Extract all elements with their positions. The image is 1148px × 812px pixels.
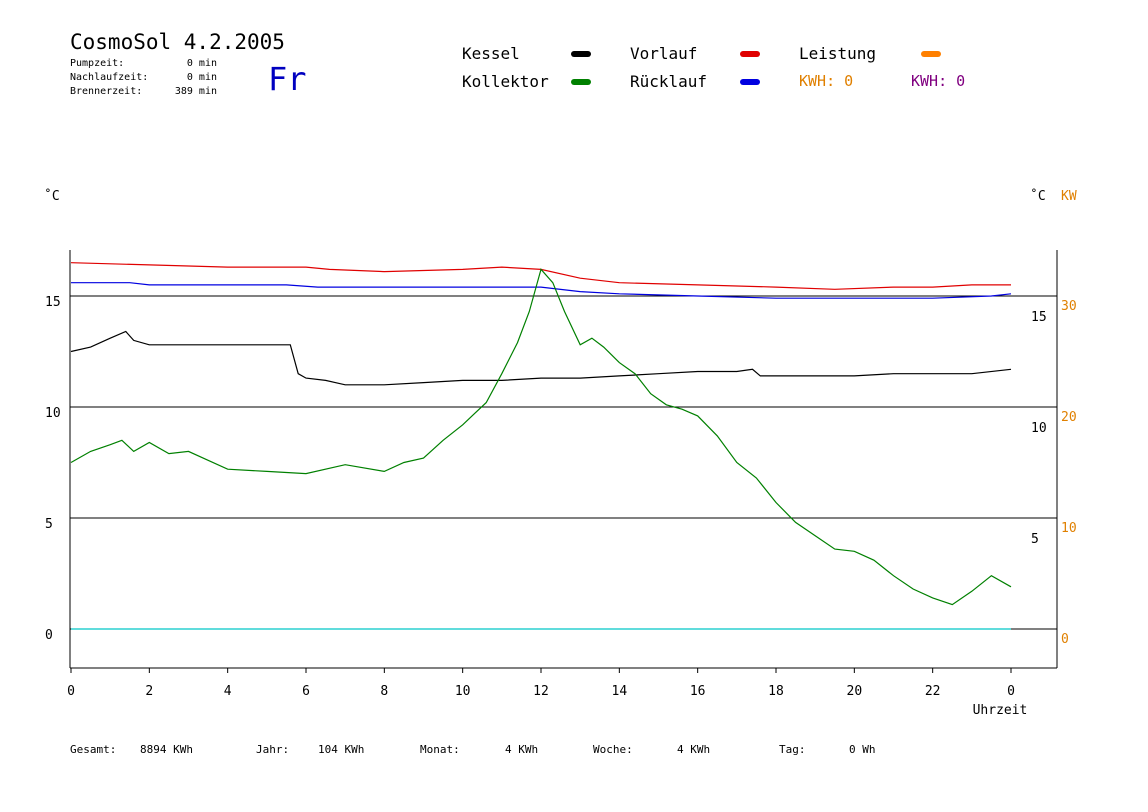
right-axis-unit-kw: KW <box>1061 189 1077 204</box>
pumpzeit-label: Pumpzeit: <box>70 58 125 69</box>
x-tick-label: 4 <box>224 684 232 699</box>
x-tick-label: 0 <box>1007 684 1015 699</box>
right-c-tick-label: 10 <box>1031 421 1047 436</box>
series-line-kessel <box>70 330 1012 386</box>
x-tick-label: 14 <box>612 684 628 699</box>
x-tick-label: 8 <box>380 684 388 699</box>
legend-kwh2-label: KWH: <box>911 72 948 90</box>
x-tick-label: 0 <box>67 684 75 699</box>
legend-vorlauf-swatch <box>740 51 760 57</box>
legend-kessel-label: Kessel <box>462 44 520 63</box>
footer-monat-label: Monat: <box>420 743 460 756</box>
x-tick-label: 18 <box>768 684 784 699</box>
weekday-label: Fr <box>268 60 307 98</box>
right-c-tick-label: 15 <box>1031 310 1047 325</box>
x-tick-label: 12 <box>533 684 549 699</box>
brennerzeit-value: 389 min <box>174 86 217 97</box>
series-line-kollektor <box>70 268 1012 606</box>
legend-leistung-swatch <box>921 51 941 57</box>
x-tick-label: 2 <box>145 684 153 699</box>
footer-woche-label: Woche: <box>593 743 633 756</box>
footer-jahr-value: 104 KWh <box>318 743 365 756</box>
left-tick-label: 15 <box>45 295 61 310</box>
nachlaufzeit-value: 0 min <box>186 72 217 83</box>
x-tick-label: 20 <box>847 684 863 699</box>
footer-gesamt-value: 8894 KWh <box>140 743 193 756</box>
legend-kwh1-label: KWH: <box>799 72 836 90</box>
left-tick-label: 0 <box>45 628 53 643</box>
legend-kwh1: KWH: 0 <box>799 72 853 90</box>
left-axis-unit: ˚C <box>44 188 60 204</box>
right-kw-tick-label: 30 <box>1061 299 1077 314</box>
legend-kollektor-label: Kollektor <box>462 72 549 91</box>
legend-kollektor-swatch <box>571 79 591 85</box>
series-line-vorlauf <box>70 262 1011 290</box>
x-tick-label: 10 <box>455 684 471 699</box>
pumpzeit-value: 0 min <box>186 58 217 69</box>
left-tick-label: 5 <box>45 517 53 532</box>
left-tick-label: 10 <box>45 406 61 421</box>
legend-leistung-label: Leistung <box>799 44 877 63</box>
legend-kwh2-value: 0 <box>956 72 966 90</box>
right-c-tick-label: 5 <box>1031 532 1039 547</box>
legend-kwh2: KWH: 0 <box>911 72 965 90</box>
x-tick-label: 16 <box>690 684 706 699</box>
legend-kwh1-value: 0 <box>844 72 854 90</box>
x-axis-label: Uhrzeit <box>973 703 1028 718</box>
right-kw-tick-label: 20 <box>1061 410 1077 425</box>
series-line-rcklauf <box>71 282 1012 299</box>
x-tick-label: 22 <box>925 684 941 699</box>
footer-tag-value: 0 Wh <box>849 743 876 756</box>
footer-tag-label: Tag: <box>779 743 806 756</box>
brennerzeit-label: Brennerzeit: <box>70 86 143 97</box>
right-kw-tick-label: 10 <box>1061 521 1077 536</box>
footer-monat-value: 4 KWh <box>505 743 539 756</box>
legend-kessel-swatch <box>571 51 591 57</box>
right-axis-unit-c: ˚C <box>1030 188 1046 204</box>
footer-woche-value: 4 KWh <box>677 743 711 756</box>
footer-gesamt-label: Gesamt: <box>70 743 117 756</box>
nachlaufzeit-label: Nachlaufzeit: <box>70 72 149 83</box>
footer-jahr-label: Jahr: <box>256 743 290 756</box>
right-kw-tick-label: 0 <box>1061 632 1069 647</box>
chart-title: CosmoSol 4.2.2005 <box>70 30 285 54</box>
legend-ruecklauf-label: Rücklauf <box>630 72 708 91</box>
x-tick-label: 6 <box>302 684 310 699</box>
legend-ruecklauf-swatch <box>740 79 760 85</box>
legend-vorlauf-label: Vorlauf <box>630 44 698 63</box>
